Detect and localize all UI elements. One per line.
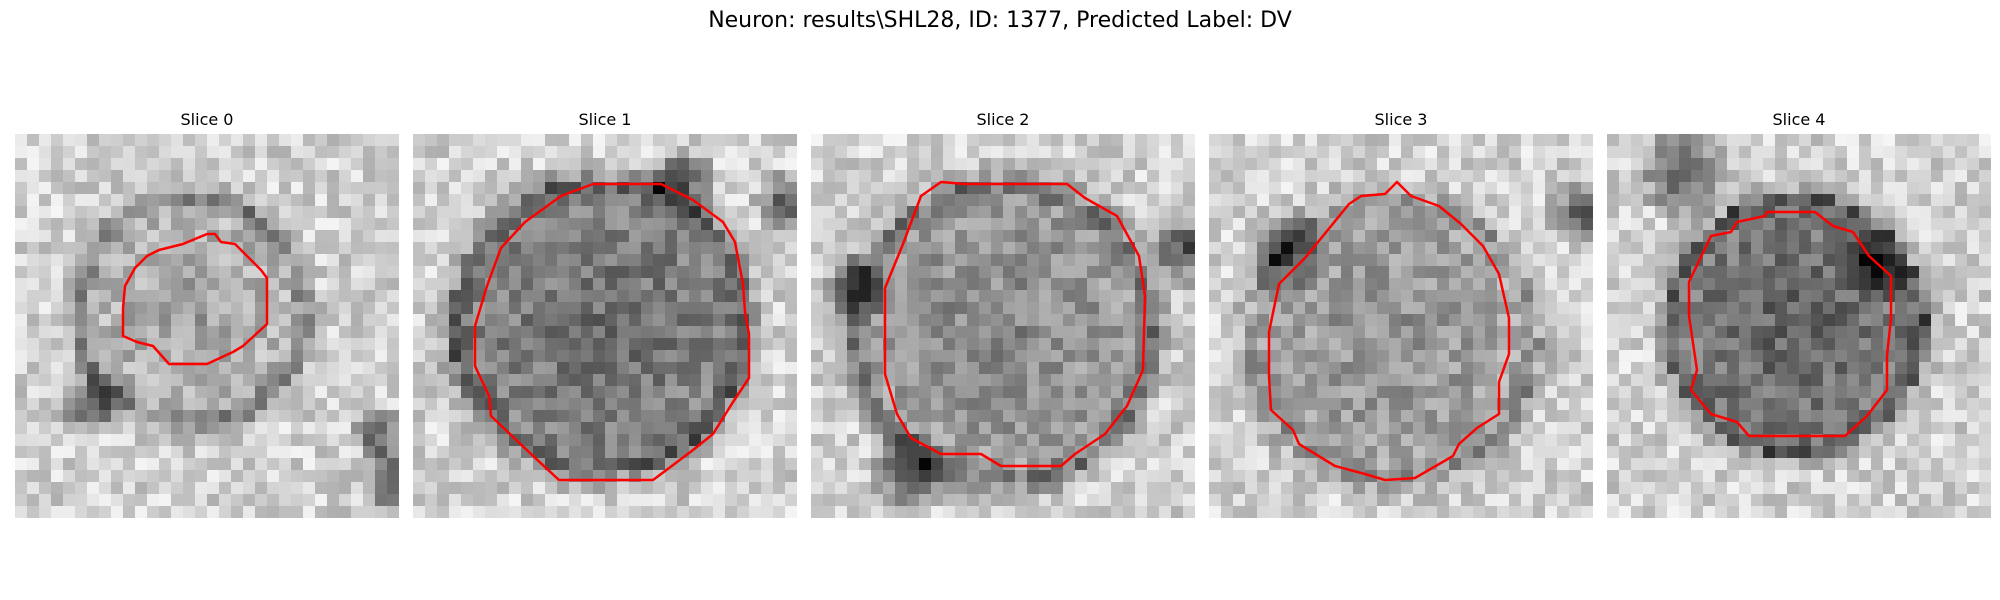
slice-image-3 (1209, 134, 1593, 518)
slice-image-0 (15, 134, 399, 518)
roi-contour (883, 180, 1147, 468)
slice-title-4: Slice 4 (1772, 110, 1826, 129)
slice-panel-4: Slice 4 (1607, 110, 1991, 518)
roi-contour (473, 182, 751, 482)
slice-panel-0: Slice 0 (15, 110, 399, 518)
slice-panel-3: Slice 3 (1209, 110, 1593, 518)
slice-title-0: Slice 0 (180, 110, 234, 129)
roi-contour (1267, 180, 1511, 482)
grayscale-image (811, 134, 1195, 518)
slice-image-4 (1607, 134, 1991, 518)
slice-image-1 (413, 134, 797, 518)
slice-image-2 (811, 134, 1195, 518)
roi-contour (1687, 210, 1893, 438)
grayscale-image (413, 134, 797, 518)
slice-title-1: Slice 1 (578, 110, 632, 129)
grayscale-image (15, 134, 399, 518)
slice-panel-2: Slice 2 (811, 110, 1195, 518)
slice-panel-1: Slice 1 (413, 110, 797, 518)
figure-title: Neuron: results\SHL28, ID: 1377, Predict… (708, 8, 1292, 33)
grayscale-image (1209, 134, 1593, 518)
slice-title-2: Slice 2 (976, 110, 1030, 129)
roi-contour (121, 232, 269, 366)
slice-title-3: Slice 3 (1374, 110, 1428, 129)
grayscale-image (1607, 134, 1991, 518)
